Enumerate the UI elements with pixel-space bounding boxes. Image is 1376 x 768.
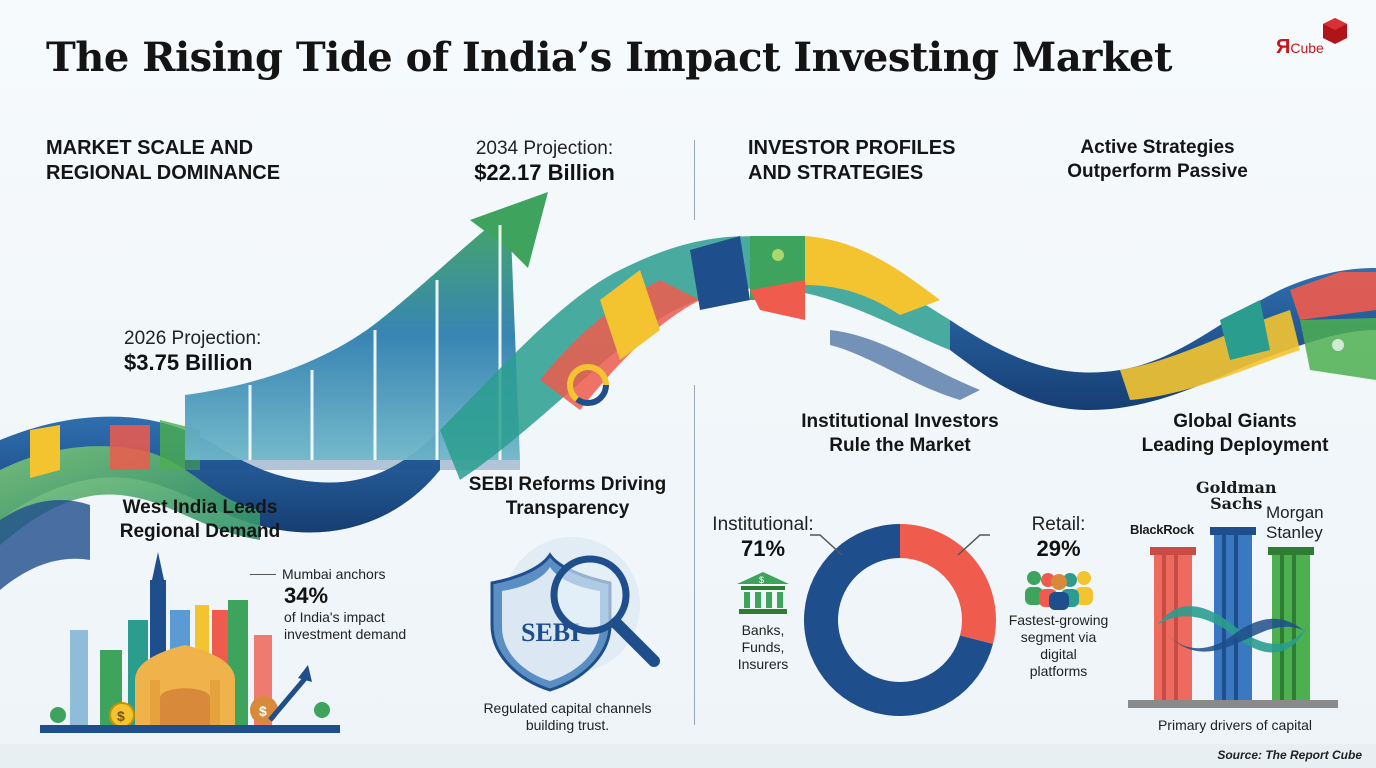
mumbai-percent: 34% xyxy=(284,583,329,608)
projection-value: $22.17 Billion xyxy=(474,160,615,185)
footer-bar xyxy=(0,744,1376,768)
retail-desc: platforms xyxy=(1029,663,1088,679)
title-line: Leading Deployment xyxy=(1141,435,1329,456)
caption-line: building trust. xyxy=(525,717,610,733)
shield-magnifier-icon: SEBI xyxy=(490,537,660,692)
sebi-title: SEBI Reforms Driving Transparency xyxy=(455,473,680,521)
retail-slice xyxy=(900,524,996,644)
svg-text:$: $ xyxy=(759,575,764,585)
institutional-percent: 71% xyxy=(740,536,786,561)
svg-text:$: $ xyxy=(117,708,125,724)
title-line: Rule the Market xyxy=(829,435,971,456)
retail-stat: Retail: 29% Fastest-growing segment via … xyxy=(996,514,1121,680)
title-line: Transparency xyxy=(505,498,630,519)
pillars-illustration xyxy=(1128,527,1338,708)
bank-icon: $ xyxy=(737,572,789,614)
market-scale-heading: MARKET SCALE AND REGIONAL DOMINANCE xyxy=(46,136,280,186)
mumbai-stat: Mumbai anchors 34% of India's impact inv… xyxy=(250,566,430,643)
people-group-icon xyxy=(1024,571,1093,610)
title-line: SEBI Reforms Driving xyxy=(468,474,667,495)
institutional-desc: Banks, xyxy=(741,622,785,638)
divider xyxy=(694,140,695,220)
city-skyline-illustration: $ $ xyxy=(40,552,340,733)
divider xyxy=(694,385,695,725)
giants-caption: Primary drivers of capital xyxy=(1157,717,1313,733)
logo-text: Cube xyxy=(1290,40,1324,56)
institutional-title: Institutional Investors Rule the Market xyxy=(780,410,1020,458)
projection-2034: 2034 Projection: $22.17 Billion xyxy=(452,138,637,186)
retail-desc: digital xyxy=(1040,646,1077,662)
mumbai-desc: of India's impact xyxy=(284,609,385,625)
logo-line: Sachs xyxy=(1210,494,1263,513)
logo-line: Stanley xyxy=(1266,523,1323,542)
institutional-label: Institutional: xyxy=(712,514,814,535)
title-line: West India Leads xyxy=(122,497,278,518)
caption-line: Regulated capital channels xyxy=(483,700,652,716)
title-line: Regional Demand xyxy=(119,521,281,542)
leader-line xyxy=(810,534,843,556)
institutional-desc: Insurers xyxy=(737,656,789,672)
mumbai-label: Mumbai anchors xyxy=(282,566,386,582)
mumbai-desc: investment demand xyxy=(284,626,407,642)
west-india-title: West India Leads Regional Demand xyxy=(110,496,290,544)
title-line: Institutional Investors xyxy=(801,411,999,432)
page-title: The Rising Tide of India’s Impact Invest… xyxy=(46,34,1172,81)
leader-line xyxy=(957,534,990,556)
title-line: Global Giants xyxy=(1173,411,1297,432)
retail-label: Retail: xyxy=(1031,514,1086,535)
institutional-desc: Funds, xyxy=(741,639,785,655)
institutional-stat: Institutional: 71% $ Banks, Funds, Insur… xyxy=(712,514,814,673)
goldman-sachs-logo: Goldman Sachs xyxy=(1196,480,1277,512)
logo-line: Goldman xyxy=(1196,478,1277,497)
projection-label: 2026 Projection: xyxy=(124,328,262,349)
retail-desc: segment via xyxy=(1020,629,1097,645)
projection-label: 2034 Projection: xyxy=(475,138,614,159)
heading-line: AND STRATEGIES xyxy=(748,162,924,184)
sebi-caption: Regulated capital channels building trus… xyxy=(455,700,680,734)
logo-line: Morgan xyxy=(1266,503,1324,522)
investor-share-donut-chart xyxy=(804,524,996,716)
active-strategies-heading: Active Strategies Outperform Passive xyxy=(1050,136,1265,184)
investor-profiles-heading: INVESTOR PROFILES AND STRATEGIES xyxy=(748,136,955,186)
institutional-slice xyxy=(804,524,993,716)
source-credit: Source: The Report Cube xyxy=(1217,748,1362,762)
retail-percent: 29% xyxy=(1036,536,1081,561)
heading-line: MARKET SCALE AND xyxy=(46,137,254,159)
cube-icon xyxy=(1323,18,1347,44)
heading-line: INVESTOR PROFILES xyxy=(748,137,956,159)
projection-value: $3.75 Billion xyxy=(124,350,253,375)
global-giants-title: Global Giants Leading Deployment xyxy=(1130,410,1340,458)
blackrock-logo: BlackRock xyxy=(1130,522,1194,537)
heading-line: Active Strategies xyxy=(1080,137,1235,158)
morgan-stanley-logo: Morgan Stanley xyxy=(1266,503,1324,543)
logo-mark: Я xyxy=(1276,36,1291,58)
heading-line: REGIONAL DOMINANCE xyxy=(46,162,281,184)
heading-line: Outperform Passive xyxy=(1067,161,1248,182)
svg-text:$: $ xyxy=(259,703,267,719)
brand-logo: ЯCube xyxy=(1268,16,1350,66)
projection-2026: 2026 Projection: $3.75 Billion xyxy=(124,328,261,376)
retail-desc: Fastest-growing xyxy=(1008,612,1109,628)
